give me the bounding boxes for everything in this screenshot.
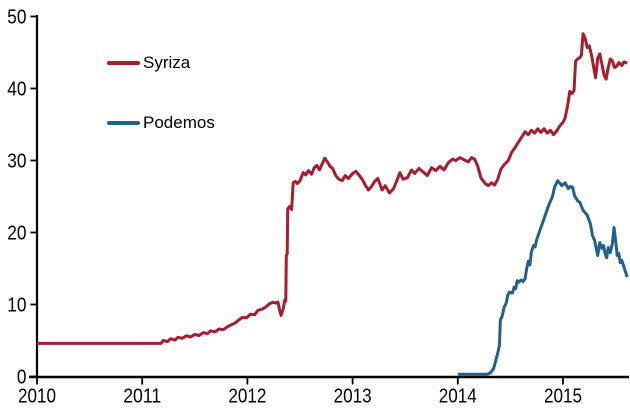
legend-item-podemos: Podemos bbox=[107, 114, 215, 132]
syriza-legend-label: Syriza bbox=[143, 53, 191, 72]
syriza-line bbox=[37, 32, 628, 345]
x-tick-label: 2011 bbox=[123, 386, 161, 408]
x-tick-label: 2014 bbox=[439, 386, 477, 408]
y-tick-label: 20 bbox=[7, 223, 26, 245]
y-tick-label: 0 bbox=[17, 367, 27, 389]
x-tick-label: 2013 bbox=[334, 386, 372, 408]
podemos-line bbox=[457, 179, 629, 376]
legend-item-syriza: Syriza bbox=[107, 54, 215, 72]
syriza-line-swatch bbox=[107, 60, 140, 66]
x-tick-label: 2010 bbox=[18, 386, 56, 408]
podemos-legend-label: Podemos bbox=[143, 113, 215, 132]
y-tick-label: 10 bbox=[7, 295, 26, 317]
y-tick-label: 40 bbox=[7, 79, 26, 101]
chart-legend: Syriza Podemos bbox=[107, 54, 215, 132]
podemos-line-swatch bbox=[107, 120, 140, 126]
y-tick-label: 50 bbox=[7, 7, 26, 29]
x-tick-label: 2015 bbox=[544, 386, 582, 408]
y-tick-label: 30 bbox=[7, 151, 26, 173]
x-tick-label: 2012 bbox=[228, 386, 266, 408]
